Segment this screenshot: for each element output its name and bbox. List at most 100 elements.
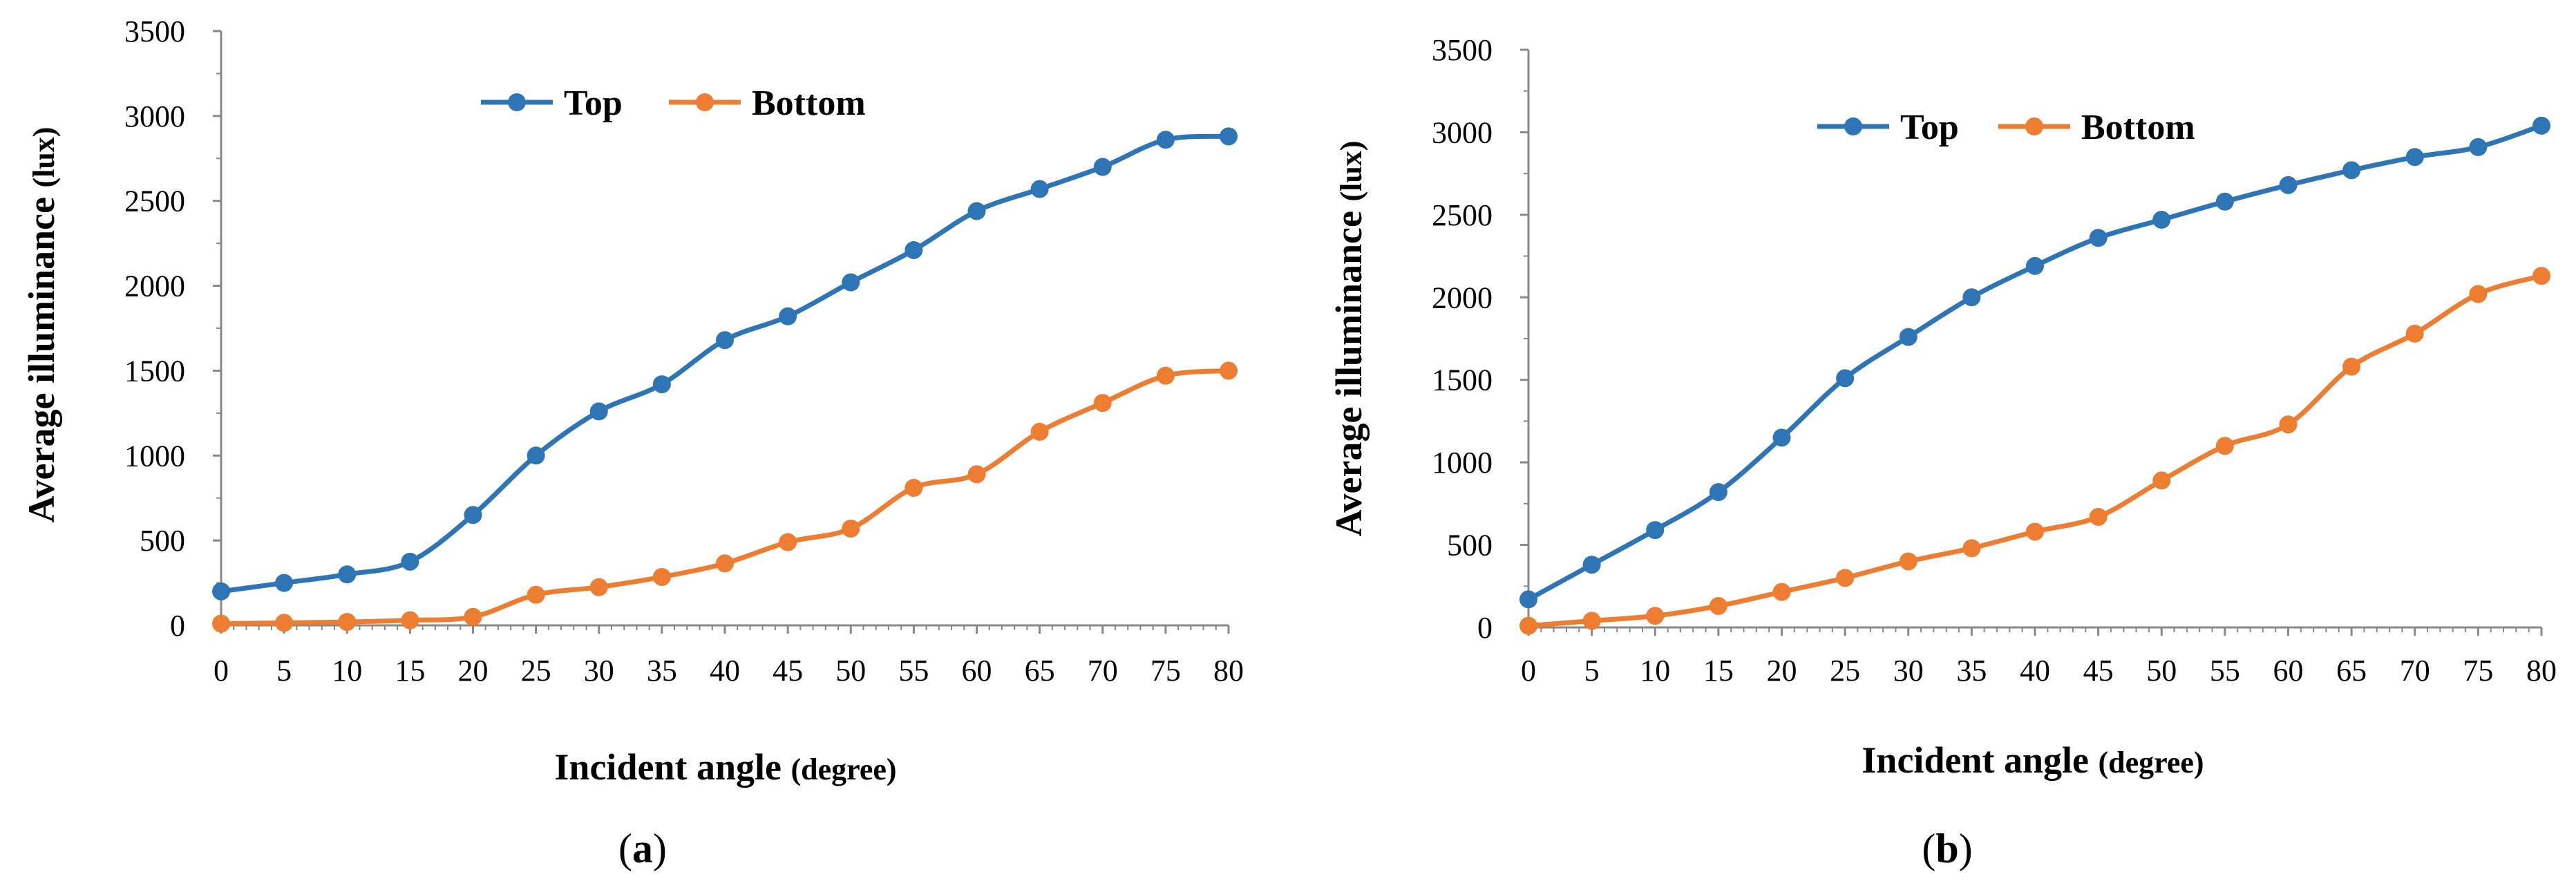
x-tick-label: 55 <box>2210 654 2240 688</box>
data-point-top <box>1709 483 1727 502</box>
data-point-bottom <box>1220 361 1238 380</box>
x-tick-label: 50 <box>835 654 866 688</box>
data-point-bottom <box>338 613 357 632</box>
x-tick-label: 30 <box>1893 654 1924 688</box>
data-point-top <box>527 446 545 465</box>
x-tick-label: 55 <box>898 654 929 688</box>
data-point-top <box>1156 131 1175 149</box>
x-tick-label: 0 <box>214 654 229 688</box>
data-point-top <box>1220 127 1238 146</box>
data-point-top <box>967 202 986 220</box>
x-axis-title: Incident angle (degree) <box>554 746 896 788</box>
y-axis-title: Average illuminance (lux) <box>21 127 62 523</box>
x-tick-label: 35 <box>1956 654 1987 688</box>
x-tick-label: 75 <box>2463 654 2493 688</box>
series-line-bottom <box>1528 273 2542 629</box>
data-point-top <box>2342 161 2361 180</box>
legend-label-top: Top <box>1900 108 1959 147</box>
data-point-top <box>589 402 608 421</box>
data-point-top <box>652 375 671 394</box>
series-line-top <box>220 133 1229 594</box>
data-point-top <box>2152 211 2171 229</box>
data-point-bottom <box>1709 596 1727 615</box>
data-point-bottom <box>401 611 419 629</box>
legend-label-bottom: Bottom <box>2081 108 2195 147</box>
data-point-top <box>2215 192 2234 211</box>
y-tick-label: 3000 <box>1432 115 1493 149</box>
y-tick-label: 2000 <box>1432 281 1493 314</box>
data-point-bottom <box>1899 552 1917 571</box>
data-point-bottom <box>589 578 608 596</box>
data-point-bottom <box>2532 267 2550 285</box>
data-point-bottom <box>527 585 545 604</box>
data-point-top <box>779 307 797 325</box>
x-tick-label: 70 <box>2400 654 2430 688</box>
x-axis-unit: (degree) <box>2098 746 2204 779</box>
data-point-bottom <box>1156 366 1175 385</box>
y-tick-label: 500 <box>140 524 185 558</box>
x-tick-label: 15 <box>395 654 425 688</box>
y-tick-label: 2000 <box>124 269 185 303</box>
x-tick-label: 25 <box>521 654 551 688</box>
x-tick-label: 20 <box>1767 654 1797 688</box>
data-point-bottom <box>2026 522 2044 541</box>
data-point-bottom <box>779 533 797 551</box>
x-axis-unit: (degree) <box>790 752 896 786</box>
legend-marker-top <box>508 93 526 111</box>
x-tick-label: 10 <box>1640 654 1670 688</box>
data-point-bottom <box>967 465 986 484</box>
chart-panel-b: 0 500 1000 1500 2000 2500 3000 3500 0 5 10 15 20 25 30… <box>1328 33 2557 871</box>
data-point-top <box>275 574 294 592</box>
data-point-bottom <box>2215 437 2234 455</box>
x-tick-label: 50 <box>2146 654 2177 688</box>
x-tick-label: 25 <box>1830 654 1860 688</box>
data-point-bottom <box>1093 394 1112 413</box>
data-point-bottom <box>2342 357 2361 376</box>
x-tick-label: 75 <box>1150 654 1181 688</box>
x-tick-label: 35 <box>647 654 677 688</box>
x-tick-label: 70 <box>1088 654 1118 688</box>
data-point-top <box>2089 229 2108 247</box>
data-point-top <box>2279 176 2298 194</box>
x-tick-label: 45 <box>2083 654 2114 688</box>
chart-panel-a: 0 500 1000 1500 2000 2500 3000 3500 0 5 10 15 20 25 30… <box>21 15 1244 871</box>
x-tick-label: 80 <box>1213 654 1244 688</box>
y-tick-label: 1500 <box>124 354 185 388</box>
x-tick-label: 80 <box>2526 654 2557 688</box>
data-point-top <box>1836 369 1855 388</box>
data-point-top <box>1519 590 1537 609</box>
panel-label-b: (b) <box>1922 826 1972 871</box>
legend-marker-bottom <box>696 93 714 111</box>
x-tick-label: 10 <box>332 654 362 688</box>
data-point-top <box>1093 158 1112 176</box>
y-tick-label: 500 <box>1447 529 1493 562</box>
data-point-bottom <box>1519 616 1537 635</box>
data-point-top <box>1772 428 1791 447</box>
data-point-top <box>1646 521 1665 540</box>
data-point-top <box>2532 116 2550 135</box>
x-tick-label: 15 <box>1703 654 1734 688</box>
x-tick-label: 40 <box>710 654 740 688</box>
x-tick-label: 45 <box>773 654 803 688</box>
panel-label-a: (a) <box>618 826 667 871</box>
data-point-bottom <box>905 478 923 497</box>
data-point-top <box>2469 138 2488 156</box>
data-point-top <box>212 582 230 600</box>
y-tick-label: 2500 <box>1432 198 1493 232</box>
data-point-bottom <box>716 554 734 573</box>
data-point-bottom <box>212 614 230 633</box>
legend-marker-top <box>1844 117 1862 135</box>
y-tick-label: 3500 <box>1432 33 1493 67</box>
data-point-bottom <box>2152 471 2171 490</box>
data-point-top <box>842 273 860 292</box>
x-tick-label: 65 <box>1025 654 1055 688</box>
data-point-bottom <box>1962 539 1981 558</box>
x-axis-title: Incident angle (degree) <box>1862 739 2204 781</box>
y-axis-unit: (lux) <box>27 127 61 188</box>
y-tick-label: 1500 <box>1432 363 1493 397</box>
data-point-top <box>401 552 419 571</box>
x-tick-label: 65 <box>2336 654 2367 688</box>
y-tick-label: 0 <box>1477 611 1493 645</box>
data-point-bottom <box>1836 569 1855 587</box>
